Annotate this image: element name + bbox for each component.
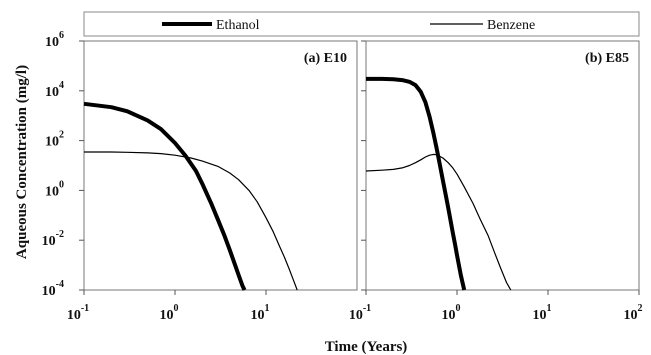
x-axis-title: Time (Years) — [325, 339, 408, 355]
panel-b-frame — [365, 40, 640, 291]
axes: Time (Years) Aqueous Concentration (mg/l… — [14, 65, 407, 355]
panel-b: 10-1 100 101 102 (b) E85 — [349, 40, 643, 323]
panel-b-x-tick-label: 102 — [624, 303, 643, 323]
y-tick-label: 102 — [45, 130, 64, 150]
legend-label-benzene: Benzene — [487, 18, 535, 33]
panel-b-benzene-line — [365, 153, 512, 291]
panel-b-x-tick-label: 100 — [442, 303, 461, 323]
panel-a-x-tick-label: 100 — [160, 303, 179, 323]
panel-a-x-tick-label: 10-1 — [67, 303, 89, 323]
panel-b-label: (b) E85 — [585, 51, 629, 66]
panel-b-x-tick-label: 10-1 — [349, 303, 371, 323]
y-tick-label: 10-4 — [42, 279, 64, 299]
y-axis-title: Aqueous Concentration (mg/l) — [14, 65, 30, 259]
panel-a: 10-1 100 101 106 104 102 100 10-2 10-4 (a) E10 — [42, 30, 358, 323]
legend: Ethanol Benzene — [83, 11, 640, 37]
panel-a-x-tick-label: 101 — [251, 303, 270, 323]
panel-a-ethanol-line — [83, 101, 247, 291]
y-tick-label: 10-2 — [42, 229, 64, 249]
panel-b-x-tick-label: 101 — [533, 303, 552, 323]
panel-a-label: (a) E10 — [304, 51, 347, 66]
panel-a-frame — [83, 40, 358, 291]
panel-a-benzene-line — [84, 151, 298, 291]
y-tick-label: 104 — [45, 80, 64, 100]
panel-b-ethanol-line — [366, 76, 467, 291]
y-tick-label: 106 — [45, 30, 64, 50]
y-tick-label: 100 — [45, 179, 64, 199]
legend-label-ethanol: Ethanol — [216, 18, 260, 33]
